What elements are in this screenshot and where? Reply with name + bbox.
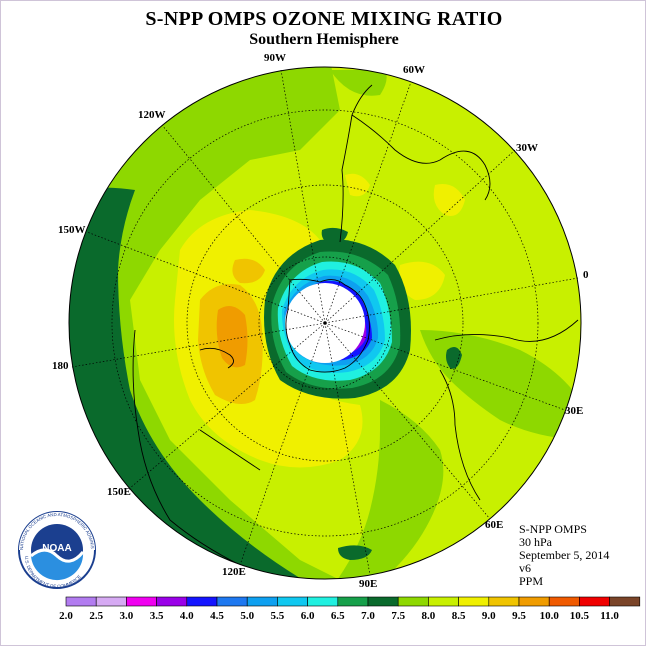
colorbar-swatch — [307, 596, 339, 607]
field-8.5-patch-b — [433, 184, 465, 216]
latitude-circle-30s — [111, 109, 539, 537]
info-date: September 5, 2014 — [519, 548, 610, 562]
colorbar-swatch — [65, 596, 97, 607]
field-7.5-east — [420, 330, 581, 440]
colorbar-swatch — [156, 596, 188, 607]
lon-label-120e: 120E — [222, 566, 246, 578]
colorbar-tick-label: 5.5 — [271, 610, 285, 622]
meridian-30e — [324, 322, 566, 411]
colorbar-tick-label: 9.5 — [512, 610, 526, 622]
colorbar-swatch — [186, 596, 218, 607]
south-pole-marker — [323, 321, 327, 325]
meridian-180 — [71, 322, 326, 368]
lon-label-150w: 150W — [58, 224, 86, 236]
meridian-30w — [324, 149, 516, 324]
map-subtitle: Southern Hemisphere — [249, 31, 399, 48]
meridian-60w — [324, 81, 412, 324]
coast-tasmania — [199, 429, 261, 471]
lon-label-90e: 90E — [359, 578, 377, 590]
field-8.5-patch-a — [345, 173, 370, 197]
colorbar-tick-label: 8.5 — [452, 610, 466, 622]
colorbar-tick-label: 8.0 — [422, 610, 436, 622]
coast-south-america — [339, 84, 491, 243]
lon-label-30e: 30E — [565, 405, 583, 417]
meridian-150w — [86, 231, 326, 324]
lon-label-180: 180 — [52, 360, 69, 372]
field-7-south-patch — [338, 545, 372, 560]
coast-antarctica — [285, 278, 370, 373]
lon-label-120w: 120W — [138, 109, 166, 121]
field-7.5-south — [330, 400, 444, 579]
lon-label-30w: 30W — [516, 142, 538, 154]
colorbar-swatch — [579, 596, 610, 607]
colorbar-swatch — [397, 596, 429, 607]
coast-africa — [434, 319, 579, 342]
colorbar-tick-label: 7.5 — [391, 610, 405, 622]
meridian-0 — [324, 277, 579, 324]
noaa-logo-text: NOAA — [42, 543, 71, 554]
map-border — [68, 66, 582, 580]
colorbar-tick-label: 6.0 — [301, 610, 315, 622]
lon-label-0: 0 — [583, 269, 589, 281]
info-version: v6 — [519, 561, 531, 575]
lon-label-60e: 60E — [485, 519, 503, 531]
map-title: S-NPP OMPS OZONE MIXING RATIO — [145, 8, 503, 30]
meridian-90e — [324, 322, 371, 576]
colorbar-swatch — [518, 596, 550, 607]
colorbar-swatch — [458, 596, 490, 607]
meridian-60e — [324, 322, 491, 520]
colorbar: 2.0 2.5 3.0 3.5 4.0 4.5 5.0 5.5 6.0 6.5 7.0 7.5 8.0 8… — [59, 596, 641, 622]
colorbar-tick-label: 3.0 — [120, 610, 134, 622]
colorbar-tick-label: 10.5 — [570, 610, 590, 622]
coast-madagascar — [439, 369, 481, 501]
colorbar-tick-label: 4.5 — [210, 610, 224, 622]
colorbar-swatch — [126, 596, 157, 607]
colorbar-swatch — [367, 596, 399, 607]
colorbar-swatch — [277, 596, 308, 607]
lon-label-60w: 60W — [403, 64, 425, 76]
colorbar-tick-label: 7.0 — [361, 610, 375, 622]
latitude-circle-70s — [258, 256, 392, 390]
colorbar-tick-label: 5.0 — [240, 610, 254, 622]
colorbar-swatch — [548, 596, 580, 607]
info-units: PPM — [519, 574, 544, 588]
colorbar-tick-label: 10.0 — [540, 610, 560, 622]
colorbar-tick-label: 2.5 — [89, 610, 103, 622]
colorbar-swatch — [428, 596, 459, 607]
field-7-east-patch — [446, 346, 462, 369]
meridian-90w — [280, 69, 326, 324]
lon-label-90w: 90W — [264, 52, 286, 64]
meridian-120w — [161, 124, 326, 324]
colorbar-tick-label: 2.0 — [59, 610, 73, 622]
graticule — [71, 69, 579, 576]
colorbar-tick-label: 6.5 — [331, 610, 345, 622]
colorbar-swatch — [488, 596, 520, 607]
colorbar-tick-label: 9.0 — [482, 610, 496, 622]
field-7.5-north — [330, 70, 387, 96]
latitude-circle-50s — [186, 184, 464, 462]
meridian-120e — [239, 322, 326, 566]
colorbar-swatch — [337, 596, 369, 607]
colorbar-swatch — [609, 596, 641, 607]
colorbar-swatch — [95, 596, 127, 607]
field-8.5-patch-c — [399, 261, 445, 300]
info-block: S-NPP OMPS 30 hPa September 5, 2014 v6 P… — [519, 523, 609, 588]
ozone-field — [69, 67, 581, 579]
colorbar-tick-label: 4.0 — [180, 610, 194, 622]
meridian-150e — [129, 322, 326, 489]
field-9-patch — [232, 258, 265, 284]
colorbar-swatch — [216, 596, 248, 607]
info-level: 30 hPa — [519, 535, 552, 549]
info-instrument: S-NPP OMPS — [519, 522, 587, 536]
colorbar-tick-label: 3.5 — [150, 610, 164, 622]
lon-label-150e: 150E — [107, 486, 131, 498]
coast-new-zealand — [199, 347, 234, 369]
colorbar-swatch — [246, 596, 278, 607]
colorbar-tick-label: 11.0 — [600, 610, 619, 622]
